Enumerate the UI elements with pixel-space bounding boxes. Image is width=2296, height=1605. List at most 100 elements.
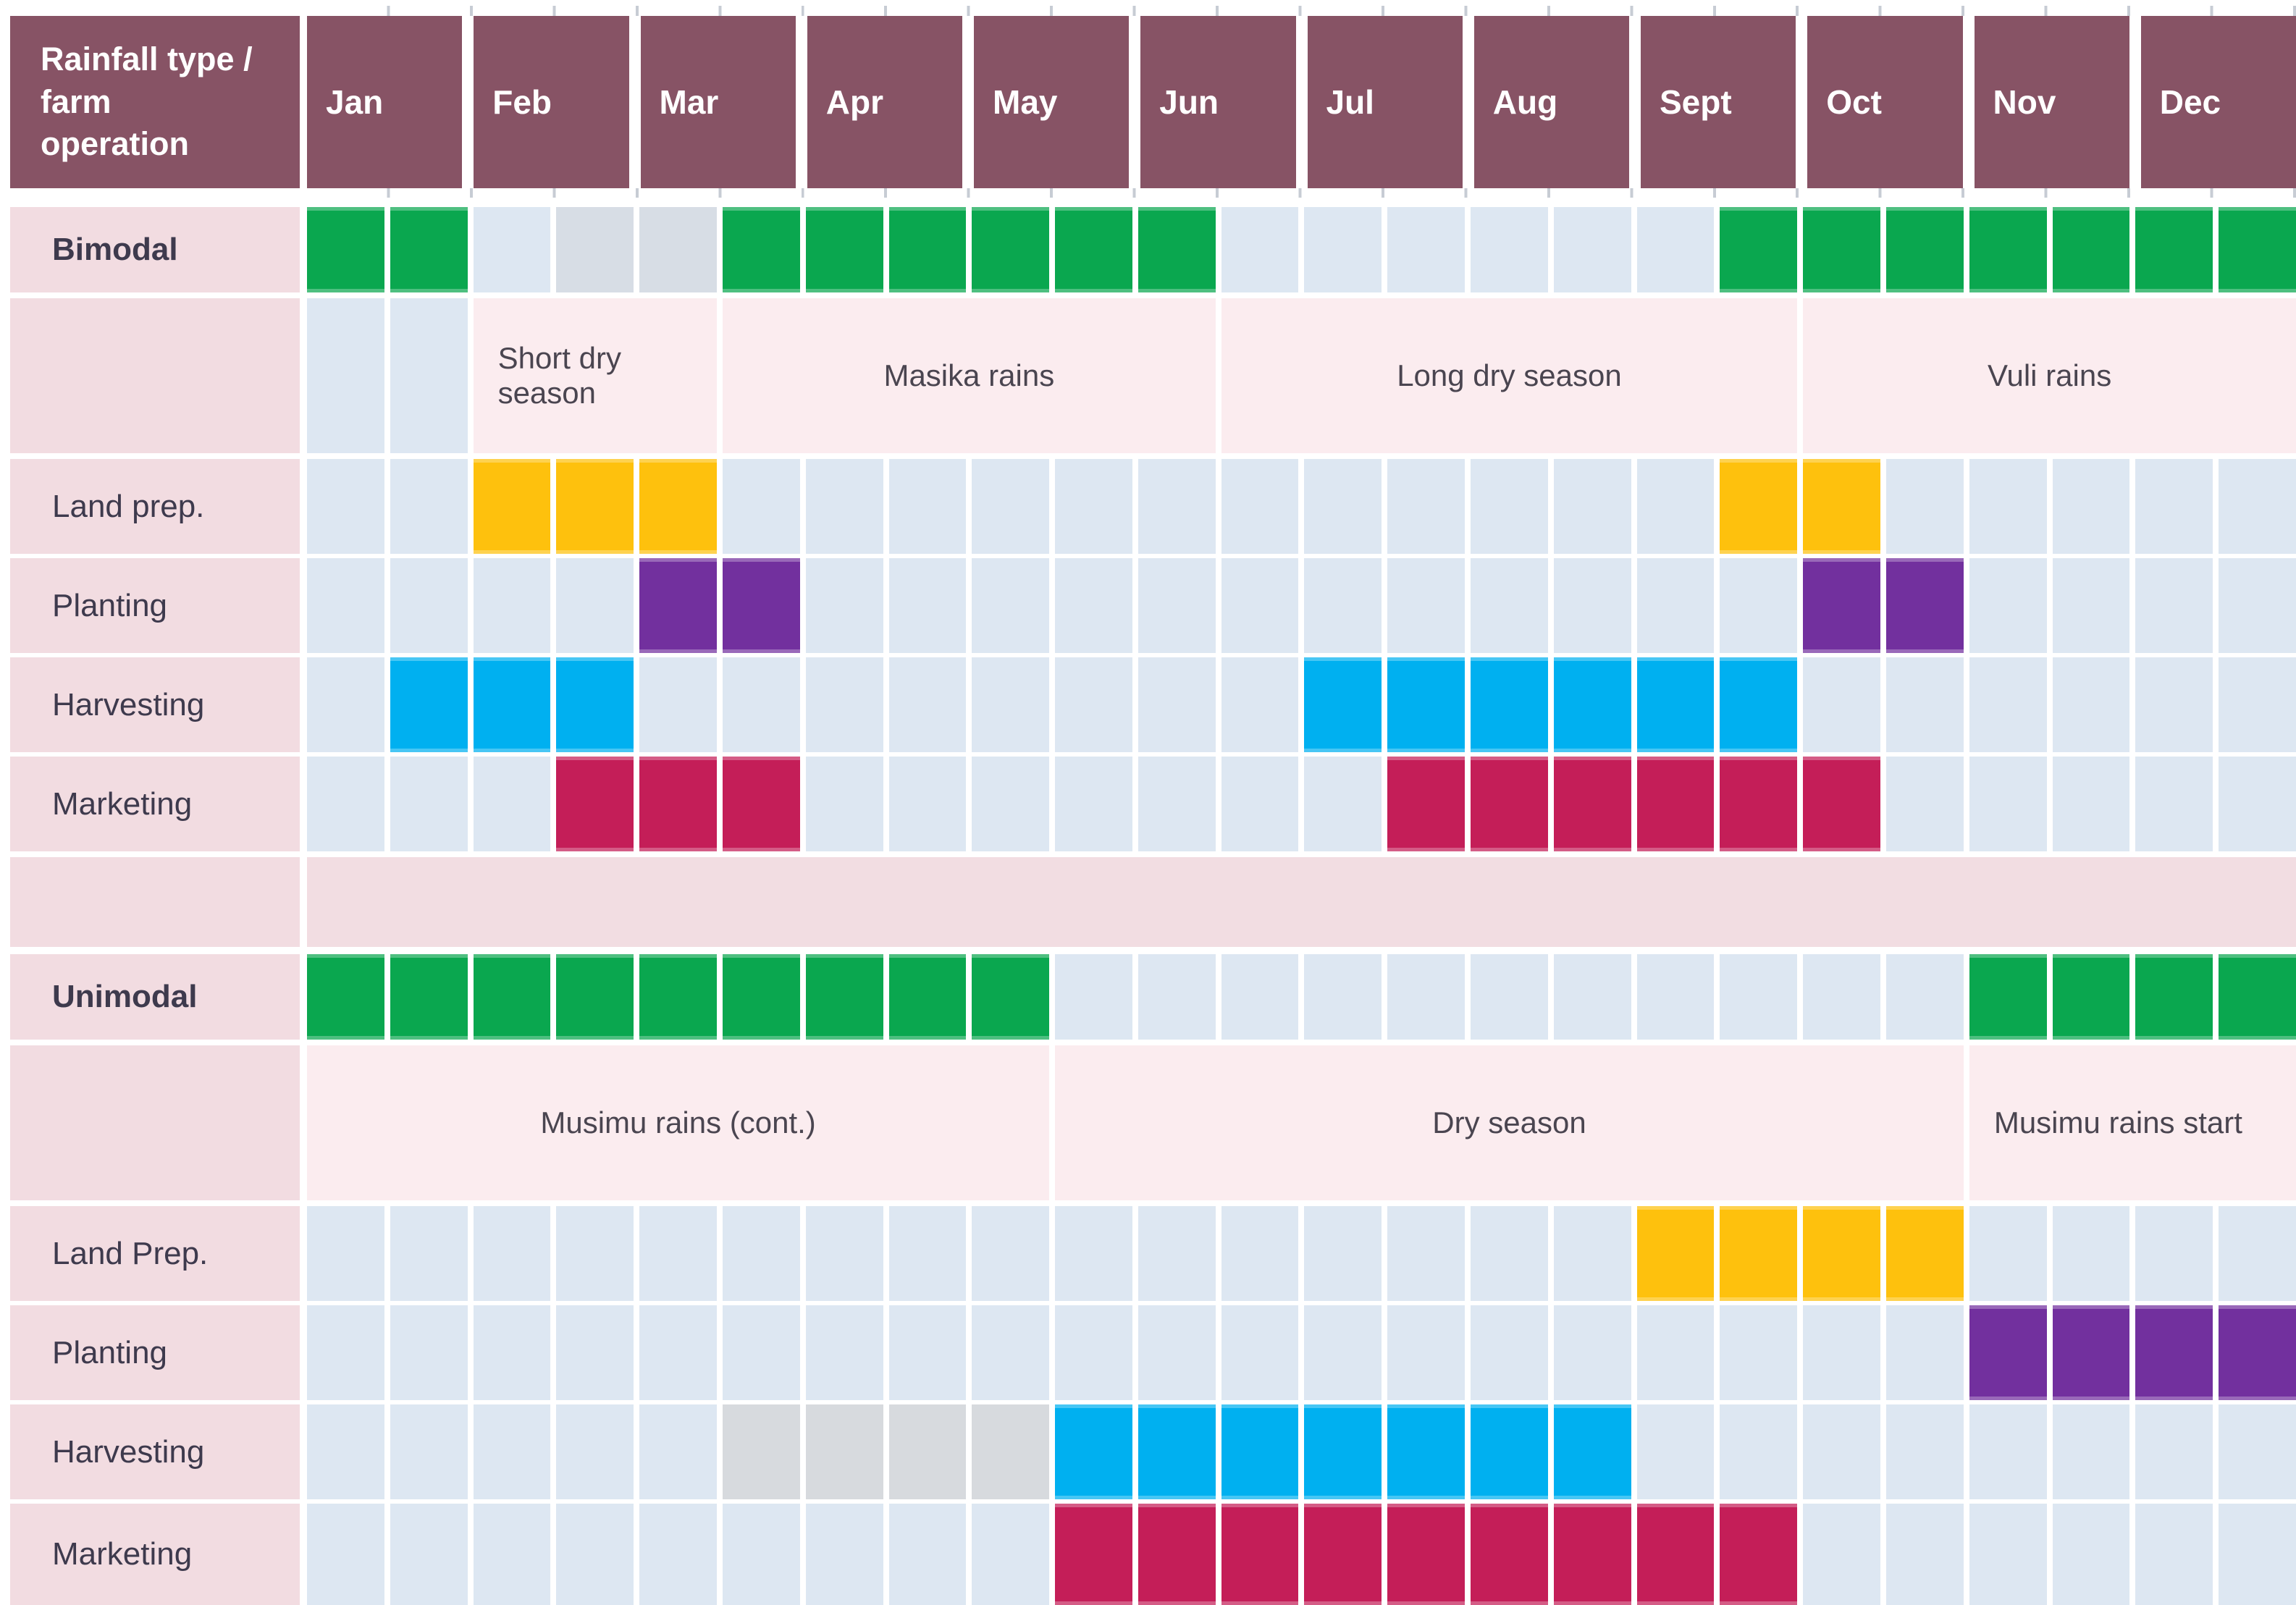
cell-apr-1-cell_light (805, 459, 883, 554)
cell-aug-2-crimson (1553, 757, 1631, 851)
cell-dec-1-cell_light (2135, 757, 2213, 851)
cell-mar-1-purple (639, 558, 717, 653)
bimodal-land-prep-cells (307, 459, 2296, 554)
section-spacer-row (10, 857, 2296, 947)
cell-may-1-cell_light (972, 558, 1050, 653)
cell-sept-1-crimson (1636, 757, 1715, 851)
month-header-mar: Mar (640, 16, 796, 188)
unimodal-marketing-cells (307, 1504, 2296, 1605)
month-header-jan: Jan (307, 16, 463, 188)
cell-jul-2-crimson (1387, 757, 1466, 851)
unimodal-seasons-label (10, 1045, 300, 1200)
cell-mar-2-crimson (722, 757, 800, 851)
cell-nov-1-cell_light (1969, 1504, 2047, 1605)
cell-sept-2-cell_light (1720, 1305, 1798, 1400)
cell-mar-1-green (639, 954, 717, 1040)
cell-aug-2-cell_light (1553, 1206, 1631, 1301)
bimodal-planting-row: Planting (10, 558, 2296, 653)
cell-jan-2-green (390, 207, 468, 292)
cell-jul-1-crimson (1304, 1504, 1382, 1605)
header-bottom-ticks-row (10, 188, 2296, 207)
cell-jan-1-cell_light (307, 1504, 384, 1605)
cell-nov-2-cell_light (2052, 558, 2130, 653)
cell-jul-1-cell_light (1304, 207, 1382, 292)
unimodal-harvesting-label: Harvesting (10, 1404, 300, 1499)
cell-sept-1-cell_light (1636, 1305, 1715, 1400)
cell-dec-1-green (2135, 954, 2213, 1040)
cell-nov-1-green (1969, 954, 2047, 1040)
cell-feb-2-cell_light (556, 1206, 634, 1301)
cell-feb-2-orange (556, 459, 634, 554)
cell-nov-2-cell_light (2052, 459, 2130, 554)
cell-sept-2-crimson (1720, 1504, 1798, 1605)
cell-jul-1-cell_light (1304, 558, 1382, 653)
cell-feb-2-cell_light (556, 1404, 634, 1499)
cell-oct-1-cell_light (1803, 954, 1881, 1040)
cell-mar-1-cell_light (639, 1404, 717, 1499)
cell-sept-2-crimson (1720, 757, 1798, 851)
halfmonth-ticks (307, 188, 2296, 198)
cell-feb-1-cell_light (473, 1404, 551, 1499)
cell-feb-1-blue (473, 657, 551, 752)
unimodal-seasons-row: Musimu rains (cont.) Dry season Musimu rai… (10, 1045, 2296, 1200)
cell-dec-2-green (2219, 954, 2296, 1040)
cell-jun-2-cell_light (1221, 757, 1299, 851)
month-header-aug: Aug (1473, 16, 1629, 188)
cell-jan-1-cell_light (307, 757, 384, 851)
cell-jan-2-cell_light (390, 757, 468, 851)
bimodal-marketing-row: Marketing (10, 757, 2296, 851)
cell-jun-2-crimson (1221, 1504, 1299, 1605)
month-header-apr: Apr (807, 16, 962, 188)
cell-dec-2-cell_light (2219, 757, 2296, 851)
top-ticks-row (10, 6, 2296, 16)
cell-jun-1-crimson (1138, 1504, 1216, 1605)
bimodal-harvesting-row: Harvesting (10, 657, 2296, 752)
cell-sept-1-cell_light (1636, 558, 1715, 653)
bimodal-rainfall-row: Bimodal (10, 207, 2296, 292)
cell-feb-2-cell_light (556, 1305, 634, 1400)
month-header-jul: Jul (1307, 16, 1463, 188)
cell-nov-1-cell_light (1969, 1206, 2047, 1301)
month-header-nov: Nov (1974, 16, 2129, 188)
cell-may-1-cell_light (972, 657, 1050, 752)
month-header-feb: Feb (474, 16, 629, 188)
cell-may-2-blue (1055, 1404, 1132, 1499)
cell-jan-2-blue (390, 657, 468, 752)
cell-mar-2-cell_gray (722, 1404, 800, 1499)
cell-may-2-cell_light (1055, 1206, 1132, 1301)
cell-jul-2-blue (1387, 1404, 1466, 1499)
cell-feb-2-cell_gray_blue (556, 207, 634, 292)
cell-jan-2-cell_light (390, 459, 468, 554)
cell-nov-1-green (1969, 207, 2047, 292)
bimodal-rainfall-cells (307, 207, 2296, 292)
cell-jan-1-cell_light (307, 459, 384, 554)
cell-aug-2-crimson (1553, 1504, 1631, 1605)
cell-nov-1-cell_light (1969, 1404, 2047, 1499)
cell-aug-1-cell_light (1471, 459, 1548, 554)
season-cell (390, 298, 468, 453)
month-header-grid: Jan Feb Mar Apr May Jun Jul Aug Sept Oct Nov Dec (307, 16, 2296, 188)
cell-oct-1-purple (1803, 558, 1881, 653)
season-label: Long dry season (1397, 358, 1622, 392)
cell-nov-2-cell_light (2052, 657, 2130, 752)
cell-aug-2-cell_light (1553, 558, 1631, 653)
unimodal-rainfall-cells (307, 954, 2296, 1040)
cell-apr-1-cell_light (805, 558, 883, 653)
cell-nov-2-purple (2052, 1305, 2130, 1400)
cell-mar-2-cell_light (722, 459, 800, 554)
ticks-left-spacer (10, 6, 300, 16)
cell-sept-1-cell_light (1636, 954, 1715, 1040)
cell-jul-1-cell_light (1304, 1305, 1382, 1400)
cell-sept-2-cell_light (1720, 954, 1798, 1040)
cell-aug-2-blue (1553, 1404, 1631, 1499)
cell-dec-1-cell_light (2135, 657, 2213, 752)
cell-oct-2-cell_light (1886, 954, 1964, 1040)
cell-nov-1-cell_light (1969, 459, 2047, 554)
unimodal-marketing-row: Marketing (10, 1504, 2296, 1605)
cell-nov-1-purple (1969, 1305, 2047, 1400)
bimodal-seasons-cells: Short dry season Masika rains Long dry sea… (307, 298, 2296, 453)
cell-jun-1-cell_light (1138, 459, 1216, 554)
cell-may-2-cell_light (1055, 558, 1132, 653)
cell-oct-2-green (1886, 207, 1964, 292)
cell-sept-1-crimson (1636, 1504, 1715, 1605)
